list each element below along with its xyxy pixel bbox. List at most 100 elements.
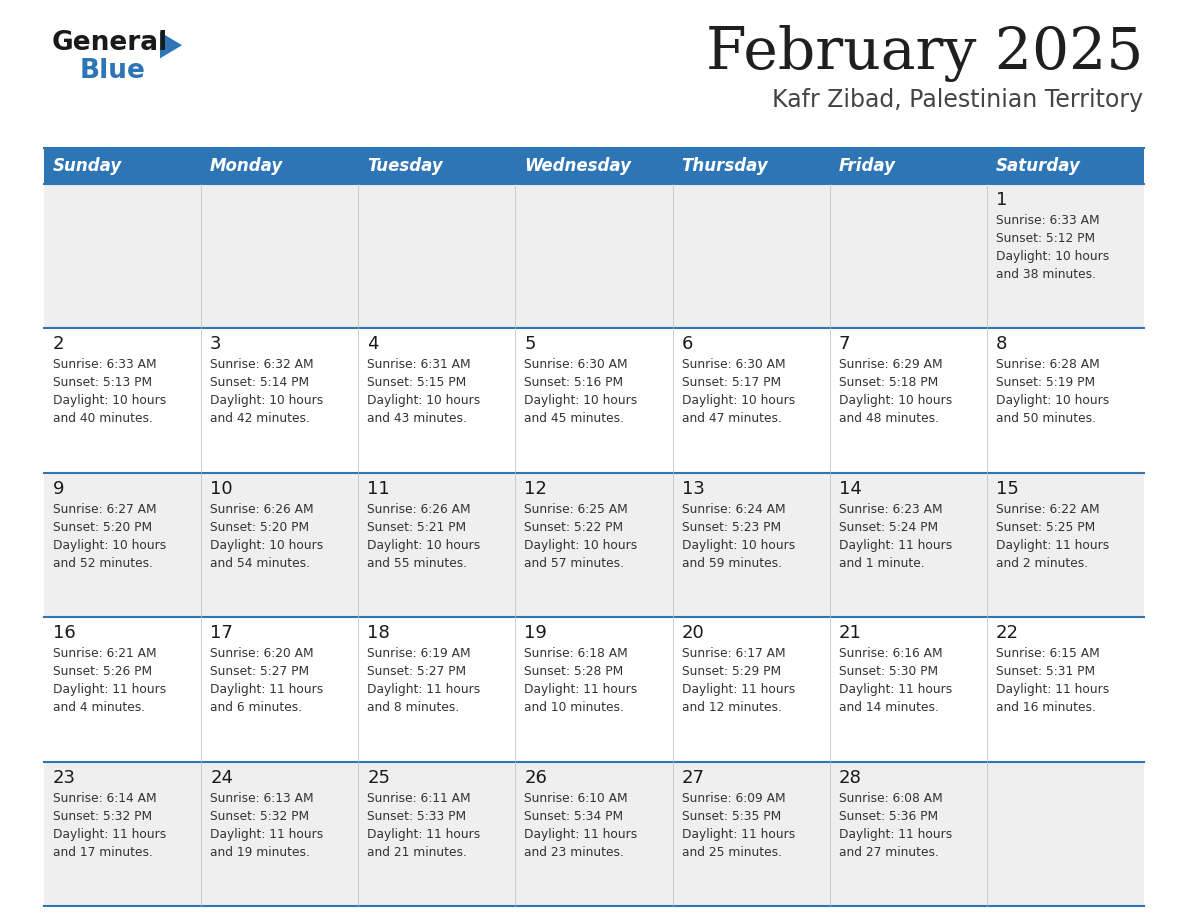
Text: Daylight: 11 hours: Daylight: 11 hours (996, 683, 1110, 696)
Text: Daylight: 11 hours: Daylight: 11 hours (524, 683, 638, 696)
Text: Daylight: 10 hours: Daylight: 10 hours (210, 395, 323, 408)
Text: Sunset: 5:16 PM: Sunset: 5:16 PM (524, 376, 624, 389)
Text: 23: 23 (53, 768, 76, 787)
Text: 22: 22 (996, 624, 1019, 643)
Text: Sunrise: 6:26 AM: Sunrise: 6:26 AM (367, 503, 470, 516)
Bar (44, 148, 1144, 184)
Text: Sunrise: 6:08 AM: Sunrise: 6:08 AM (839, 791, 942, 804)
Text: and 52 minutes.: and 52 minutes. (53, 557, 153, 570)
Text: 7: 7 (839, 335, 851, 353)
Bar (44, 329, 1144, 473)
Text: Daylight: 10 hours: Daylight: 10 hours (524, 395, 638, 408)
Text: and 16 minutes.: and 16 minutes. (996, 701, 1095, 714)
Text: Sunset: 5:21 PM: Sunset: 5:21 PM (367, 521, 467, 533)
Text: 5: 5 (524, 335, 536, 353)
Text: Sunset: 5:13 PM: Sunset: 5:13 PM (53, 376, 152, 389)
Text: Daylight: 10 hours: Daylight: 10 hours (53, 539, 166, 552)
Text: 20: 20 (682, 624, 704, 643)
Text: Sunrise: 6:17 AM: Sunrise: 6:17 AM (682, 647, 785, 660)
Text: and 19 minutes.: and 19 minutes. (210, 845, 310, 858)
Text: Sunset: 5:20 PM: Sunset: 5:20 PM (53, 521, 152, 533)
Text: 15: 15 (996, 480, 1019, 498)
Text: Daylight: 10 hours: Daylight: 10 hours (367, 539, 480, 552)
Text: Daylight: 10 hours: Daylight: 10 hours (367, 395, 480, 408)
Text: Sunrise: 6:33 AM: Sunrise: 6:33 AM (53, 358, 157, 372)
Text: Daylight: 11 hours: Daylight: 11 hours (682, 683, 795, 696)
Text: Sunset: 5:19 PM: Sunset: 5:19 PM (996, 376, 1095, 389)
Text: and 12 minutes.: and 12 minutes. (682, 701, 782, 714)
Text: 18: 18 (367, 624, 390, 643)
Bar (44, 473, 1144, 617)
Text: and 27 minutes.: and 27 minutes. (839, 845, 939, 858)
Text: Sunrise: 6:10 AM: Sunrise: 6:10 AM (524, 791, 628, 804)
Text: Daylight: 11 hours: Daylight: 11 hours (367, 828, 480, 841)
Text: and 43 minutes.: and 43 minutes. (367, 412, 467, 425)
Text: Daylight: 11 hours: Daylight: 11 hours (53, 683, 166, 696)
Text: Sunset: 5:17 PM: Sunset: 5:17 PM (682, 376, 781, 389)
Text: Thursday: Thursday (682, 157, 769, 175)
Text: and 21 minutes.: and 21 minutes. (367, 845, 467, 858)
Text: Sunrise: 6:30 AM: Sunrise: 6:30 AM (682, 358, 785, 372)
Text: Sunset: 5:30 PM: Sunset: 5:30 PM (839, 666, 937, 678)
Text: Sunrise: 6:25 AM: Sunrise: 6:25 AM (524, 503, 628, 516)
Text: 21: 21 (839, 624, 861, 643)
Text: 27: 27 (682, 768, 704, 787)
Text: and 2 minutes.: and 2 minutes. (996, 557, 1088, 570)
Text: and 54 minutes.: and 54 minutes. (210, 557, 310, 570)
Text: 24: 24 (210, 768, 233, 787)
Text: Sunset: 5:35 PM: Sunset: 5:35 PM (682, 810, 781, 823)
Text: and 57 minutes.: and 57 minutes. (524, 557, 625, 570)
Text: 4: 4 (367, 335, 379, 353)
Text: Sunrise: 6:19 AM: Sunrise: 6:19 AM (367, 647, 470, 660)
Text: 3: 3 (210, 335, 222, 353)
Text: and 50 minutes.: and 50 minutes. (996, 412, 1095, 425)
Text: Sunset: 5:24 PM: Sunset: 5:24 PM (839, 521, 937, 533)
Text: Sunrise: 6:29 AM: Sunrise: 6:29 AM (839, 358, 942, 372)
Text: 12: 12 (524, 480, 548, 498)
Text: Daylight: 11 hours: Daylight: 11 hours (839, 683, 952, 696)
Text: and 8 minutes.: and 8 minutes. (367, 701, 460, 714)
Text: and 25 minutes.: and 25 minutes. (682, 845, 782, 858)
Text: and 1 minute.: and 1 minute. (839, 557, 924, 570)
Text: 1: 1 (996, 191, 1007, 209)
Text: Sunset: 5:28 PM: Sunset: 5:28 PM (524, 666, 624, 678)
Text: 14: 14 (839, 480, 861, 498)
Text: Sunset: 5:22 PM: Sunset: 5:22 PM (524, 521, 624, 533)
Text: 2: 2 (53, 335, 64, 353)
Text: Sunset: 5:15 PM: Sunset: 5:15 PM (367, 376, 467, 389)
Text: Daylight: 10 hours: Daylight: 10 hours (996, 250, 1110, 263)
Text: 13: 13 (682, 480, 704, 498)
Text: 26: 26 (524, 768, 548, 787)
Text: Sunrise: 6:16 AM: Sunrise: 6:16 AM (839, 647, 942, 660)
Text: and 14 minutes.: and 14 minutes. (839, 701, 939, 714)
Text: Daylight: 11 hours: Daylight: 11 hours (996, 539, 1110, 552)
Text: Daylight: 11 hours: Daylight: 11 hours (839, 539, 952, 552)
Text: Sunset: 5:31 PM: Sunset: 5:31 PM (996, 666, 1095, 678)
Text: Saturday: Saturday (996, 157, 1081, 175)
Text: Daylight: 10 hours: Daylight: 10 hours (53, 395, 166, 408)
Text: Daylight: 11 hours: Daylight: 11 hours (682, 828, 795, 841)
Text: Sunset: 5:34 PM: Sunset: 5:34 PM (524, 810, 624, 823)
Text: 25: 25 (367, 768, 391, 787)
Text: Sunrise: 6:13 AM: Sunrise: 6:13 AM (210, 791, 314, 804)
Text: and 48 minutes.: and 48 minutes. (839, 412, 939, 425)
Text: Sunrise: 6:21 AM: Sunrise: 6:21 AM (53, 647, 157, 660)
Text: Tuesday: Tuesday (367, 157, 443, 175)
Bar (44, 762, 1144, 906)
Text: Sunset: 5:14 PM: Sunset: 5:14 PM (210, 376, 309, 389)
Text: Sunday: Sunday (53, 157, 122, 175)
Text: Sunrise: 6:14 AM: Sunrise: 6:14 AM (53, 791, 157, 804)
Text: Sunrise: 6:33 AM: Sunrise: 6:33 AM (996, 214, 1099, 227)
Text: Daylight: 10 hours: Daylight: 10 hours (524, 539, 638, 552)
Text: Sunrise: 6:24 AM: Sunrise: 6:24 AM (682, 503, 785, 516)
Text: 16: 16 (53, 624, 76, 643)
Bar (44, 617, 1144, 762)
Text: and 45 minutes.: and 45 minutes. (524, 412, 625, 425)
Text: and 10 minutes.: and 10 minutes. (524, 701, 625, 714)
Text: Sunset: 5:26 PM: Sunset: 5:26 PM (53, 666, 152, 678)
Bar (44, 184, 1144, 329)
Text: Sunset: 5:33 PM: Sunset: 5:33 PM (367, 810, 467, 823)
Text: and 6 minutes.: and 6 minutes. (210, 701, 302, 714)
Text: Daylight: 11 hours: Daylight: 11 hours (210, 683, 323, 696)
Text: General: General (52, 30, 169, 56)
